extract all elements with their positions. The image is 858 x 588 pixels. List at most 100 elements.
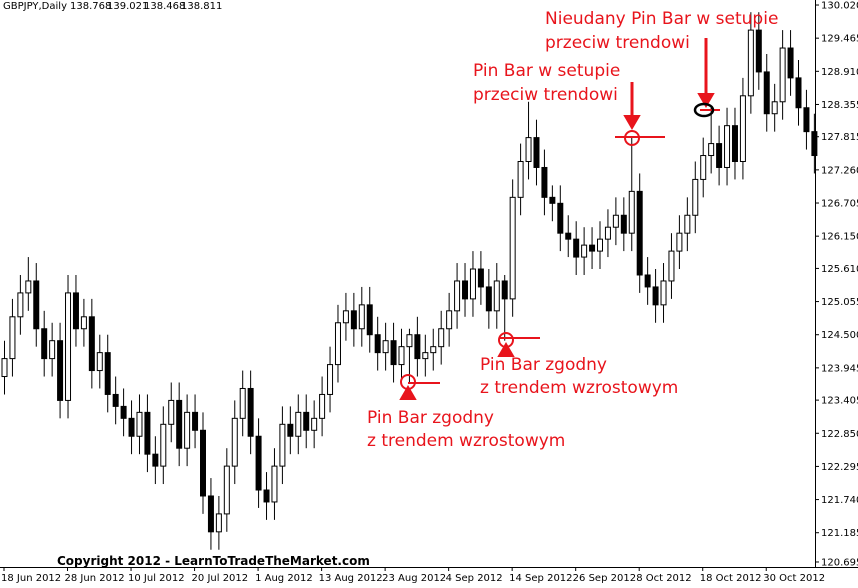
candle-body (239, 387, 246, 419)
annotation: Pin Bar zgodny (367, 408, 494, 428)
candle-body (811, 131, 818, 157)
candle-body (200, 429, 206, 497)
candle-body (88, 316, 95, 372)
x-tick-label: 14 Sep 2012 (509, 573, 572, 584)
candle-body (422, 352, 429, 360)
candle-body (692, 178, 699, 216)
candle-body (72, 292, 79, 330)
candle-body (41, 328, 48, 360)
candle-body (295, 411, 302, 437)
annotation: z trendem wzrostowym (480, 378, 678, 398)
candle-body (438, 328, 445, 348)
candle-body (469, 268, 476, 300)
x-tick-label: 30 Oct 2012 (763, 573, 825, 584)
candle-body (136, 411, 143, 437)
arrow-head (497, 342, 515, 357)
candle-body (96, 352, 103, 372)
candle-body (342, 310, 349, 324)
candle-body (398, 346, 405, 366)
candle-body (533, 137, 540, 168)
y-tick-label: 122.850 (821, 429, 858, 440)
annotation: z trendem wzrostowym (367, 431, 565, 451)
candle-body (668, 250, 675, 282)
x-tick-label: 26 Sep 2012 (573, 573, 636, 584)
candle-body (247, 387, 254, 437)
x-tick-label: 23 Aug 2012 (382, 573, 446, 584)
candle-body (231, 417, 238, 467)
candle-body (747, 29, 754, 97)
candle-body (731, 125, 738, 163)
candle-body (557, 202, 564, 234)
y-tick-label: 122.295 (821, 462, 858, 473)
candle-body (350, 310, 357, 330)
candle-body (589, 244, 596, 252)
candle-body (573, 238, 580, 258)
candle-body (612, 214, 619, 228)
quote-open: 138.768 (70, 1, 111, 12)
candle-body (660, 280, 667, 306)
candle-body (120, 405, 127, 419)
candle-body (541, 166, 548, 198)
candle-body (80, 316, 87, 330)
candle-body (597, 238, 603, 252)
y-tick-label: 130.020 (821, 1, 858, 12)
candle-body (462, 280, 469, 300)
candle-body (708, 143, 715, 157)
y-tick-label: 123.405 (821, 396, 858, 407)
candle-body (716, 143, 723, 168)
marker-ellipse (693, 102, 715, 118)
candle-body (49, 340, 56, 360)
candle-body (104, 352, 111, 395)
candle-body (565, 232, 572, 240)
candle-body (430, 346, 437, 354)
y-tick-label: 125.610 (821, 264, 858, 275)
candle-body (366, 304, 373, 336)
candle-body (684, 214, 691, 234)
x-tick-label: 1 Aug 2012 (255, 573, 313, 584)
y-tick-label: 126.150 (821, 232, 858, 243)
candle-body (303, 411, 310, 431)
candle-body (25, 280, 32, 294)
annotation: przeciw trendowi (545, 33, 690, 53)
y-tick-label: 123.945 (821, 363, 858, 374)
candle-body (176, 399, 183, 449)
candle-body (160, 423, 167, 467)
x-tick-label: 13 Aug 2012 (319, 573, 383, 584)
y-tick-label: 128.355 (821, 100, 858, 111)
candle-body (65, 292, 72, 401)
y-tick-label: 124.500 (821, 330, 858, 341)
candle-body (652, 286, 659, 306)
candle-body (271, 465, 278, 503)
quote-high: 139.021 (107, 1, 148, 12)
plot (1, 12, 818, 550)
candle-body (327, 364, 334, 395)
candle-body (382, 340, 389, 354)
x-tick-label: 18 Oct 2012 (700, 573, 762, 584)
candle-body (779, 47, 786, 103)
candle-body (620, 214, 627, 234)
candle-body (9, 316, 16, 360)
quote-close: 138.811 (181, 1, 222, 12)
symbol: GBPJPY,Daily (3, 1, 67, 12)
candle-body (223, 465, 230, 515)
candle-body (493, 280, 500, 312)
candle-body (454, 280, 461, 312)
x-tick-label: 18 Jun 2012 (1, 573, 61, 584)
annotation-shapes (399, 38, 720, 400)
arrow-head (623, 115, 641, 130)
candle-body (700, 155, 707, 180)
x-tick-label: 28 Jun 2012 (65, 573, 125, 584)
candle-body (446, 310, 453, 330)
candle-body (263, 489, 270, 503)
y-tick-label: 120.695 (821, 557, 858, 568)
candle-body (184, 411, 191, 449)
candle-body (525, 137, 532, 163)
candle-body (676, 232, 683, 252)
candle-body (1, 358, 8, 378)
y-tick-label: 121.185 (821, 528, 858, 539)
candle-body (549, 196, 556, 204)
candle-body (755, 29, 762, 73)
quote-low: 138.468 (144, 1, 185, 12)
x-tick-label: 4 Sep 2012 (446, 573, 503, 584)
